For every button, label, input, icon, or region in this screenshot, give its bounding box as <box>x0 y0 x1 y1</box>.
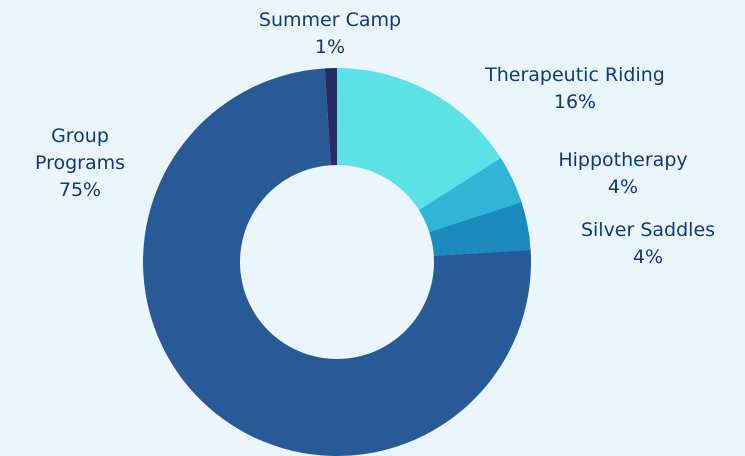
slice-label: Summer Camp 1% <box>259 7 401 61</box>
value-label: 4% <box>607 176 639 198</box>
value-label: 4% <box>632 246 664 268</box>
donut-slice <box>337 68 501 211</box>
donut-slice <box>324 68 337 166</box>
slice-label: Silver Saddles 4% <box>581 217 715 271</box>
value-label: 16% <box>553 91 597 113</box>
value-label: 75% <box>58 179 102 201</box>
category-label: Silver Saddles <box>580 219 716 241</box>
donut-slice <box>418 158 522 233</box>
donut-slice <box>143 68 531 456</box>
category-label: Therapeutic Riding <box>485 64 665 86</box>
value-label: 1% <box>314 36 346 58</box>
donut-slice <box>429 202 531 256</box>
category-label: Summer Camp <box>258 9 402 31</box>
category-label: Hippotherapy <box>558 149 688 171</box>
category-label: Group Programs <box>34 125 126 174</box>
slice-label: Group Programs 75% <box>10 123 150 204</box>
slice-label: Hippotherapy 4% <box>558 147 687 201</box>
slice-label: Therapeutic Riding 16% <box>485 62 665 116</box>
